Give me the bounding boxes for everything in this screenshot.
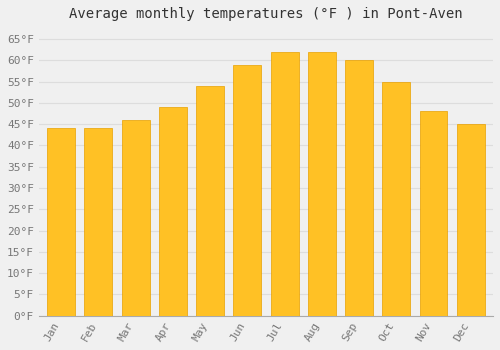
Bar [196, 86, 224, 316]
Bar [308, 52, 336, 316]
Bar [270, 52, 298, 316]
Bar [84, 128, 112, 316]
Bar [234, 65, 262, 316]
Bar [122, 120, 150, 316]
Bar [159, 107, 187, 316]
Bar [382, 82, 410, 316]
Bar [47, 128, 75, 316]
Title: Average monthly temperatures (°F ) in Pont-Aven: Average monthly temperatures (°F ) in Po… [69, 7, 462, 21]
Bar [457, 124, 484, 316]
Bar [345, 60, 373, 316]
Bar [420, 111, 448, 316]
